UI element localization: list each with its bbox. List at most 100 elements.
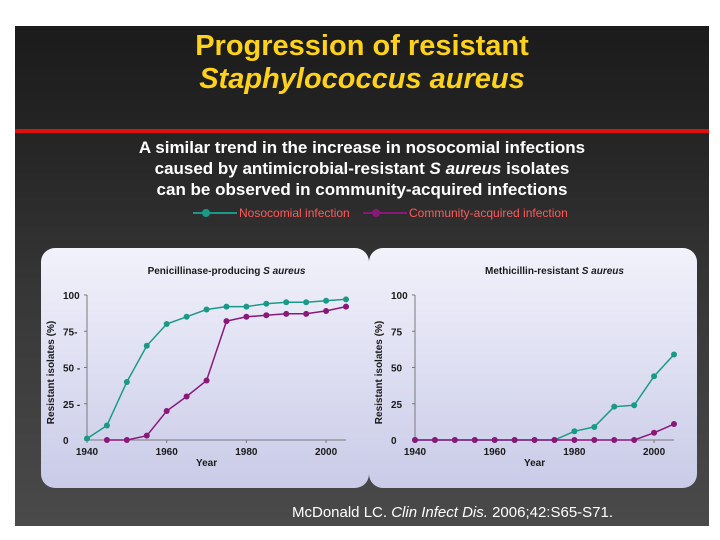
data-point-community — [323, 307, 330, 314]
data-point-community — [103, 437, 110, 443]
data-point-community — [223, 318, 230, 325]
data-point-community — [431, 437, 438, 443]
chart-panel-methicillin: Methicillin-resistant S aureus 0 25 50 75 100… — [369, 248, 697, 488]
data-point-nosocomial — [611, 403, 618, 410]
x-tick-label: 2000 — [643, 447, 666, 458]
x-tick-label: 2000 — [315, 447, 338, 458]
data-point-nosocomial — [163, 321, 170, 327]
legend-community-label: Community-acquired infection — [409, 206, 568, 220]
subtitle-line-2-species: S aureus — [429, 159, 502, 178]
data-point-community — [263, 312, 270, 319]
data-point-nosocomial — [183, 313, 190, 320]
y-tick-label: 75 — [391, 327, 403, 338]
subtitle-line-3: can be observed in community-acquired in… — [156, 180, 568, 199]
chart-title: Methicillin-resistant S aureus — [485, 266, 624, 277]
data-point-community — [203, 377, 210, 384]
legend-nosocomial-marker — [193, 209, 237, 217]
data-point-community — [343, 303, 349, 310]
data-point-community — [571, 437, 578, 443]
data-point-community — [651, 429, 658, 436]
y-tick-label: 50 — [391, 364, 403, 375]
x-axis-label: Year — [524, 458, 545, 469]
y-axis-label: Resistant isolates (%) — [46, 321, 57, 424]
data-point-community — [551, 437, 558, 443]
y-tick-label: 25 - — [63, 400, 80, 411]
data-point-nosocomial — [203, 306, 210, 313]
data-point-community — [511, 437, 518, 443]
chart-title-species: S aureus — [582, 266, 625, 277]
series-line-nosocomial — [86, 298, 347, 440]
data-point-nosocomial — [651, 373, 658, 380]
subtitle-line-2: caused by antimicrobial-resistant S aure… — [15, 158, 709, 179]
data-point-nosocomial — [323, 297, 330, 304]
data-point-community — [123, 437, 130, 443]
citation: McDonald LC. Clin Infect Dis. 2006;42:S6… — [292, 504, 613, 521]
citation-authors: McDonald LC. — [292, 504, 388, 521]
chart-title-prefix: Methicillin-resistant — [485, 266, 582, 277]
y-tick-label: 25 — [391, 400, 403, 411]
chart-title-species: S aureus — [263, 266, 306, 277]
data-point-community — [491, 437, 498, 443]
data-point-community — [243, 313, 250, 320]
x-tick-label: 1960 — [156, 447, 179, 458]
chart-title-prefix: Penicillinase-producing — [148, 266, 264, 277]
subtitle-line-2-end: isolates — [501, 159, 570, 178]
data-point-nosocomial — [243, 303, 250, 310]
y-tick-label: 50 - — [63, 364, 80, 375]
data-point-nosocomial — [84, 435, 90, 442]
title-divider — [15, 129, 709, 133]
y-tick-label: 75- — [63, 327, 77, 338]
data-point-community — [451, 437, 458, 443]
data-point-nosocomial — [591, 423, 598, 430]
legend-nosocomial-label: Nosocomial infection — [239, 206, 350, 220]
data-point-community — [471, 437, 478, 443]
title-line-2: Staphylococcus aureus — [199, 63, 525, 95]
data-point-nosocomial — [631, 402, 638, 409]
data-point-community — [631, 437, 638, 443]
x-tick-label: 1940 — [76, 447, 99, 458]
data-point-nosocomial — [123, 379, 130, 385]
x-tick-label: 1980 — [235, 447, 258, 458]
data-point-nosocomial — [143, 342, 150, 349]
data-point-nosocomial — [103, 422, 110, 429]
data-point-community — [412, 437, 418, 443]
chart-title: Penicillinase-producing S aureus — [148, 266, 306, 277]
x-tick-label: 1940 — [404, 447, 427, 458]
series-line-community — [415, 423, 675, 441]
y-tick-label: 100 — [391, 291, 408, 302]
y-tick-label: 0 — [391, 436, 397, 447]
data-point-community — [163, 408, 170, 414]
x-axis-label: Year — [196, 458, 217, 469]
y-axis-label: Resistant isolates (%) — [374, 321, 385, 424]
data-point-nosocomial — [283, 299, 290, 306]
data-point-nosocomial — [671, 351, 677, 358]
y-tick-label: 100 — [63, 291, 80, 302]
y-tick-label: 0 — [63, 436, 69, 447]
slide: Progression of resistant Staphylococcus … — [15, 26, 709, 526]
citation-details: 2006;42:S65-S71. — [487, 504, 614, 521]
data-point-nosocomial — [223, 303, 230, 310]
series-line-community — [106, 305, 347, 441]
citation-journal: Clin Infect Dis. — [391, 504, 488, 521]
series-line-nosocomial — [415, 353, 675, 441]
data-point-community — [611, 437, 618, 443]
data-point-community — [143, 432, 150, 439]
slide-subtitle: A similar trend in the increase in nosoc… — [15, 137, 709, 200]
data-point-nosocomial — [303, 299, 310, 306]
data-point-community — [531, 437, 538, 443]
subtitle-line-1: A similar trend in the increase in nosoc… — [138, 138, 586, 157]
x-tick-label: 1960 — [484, 447, 507, 458]
data-point-nosocomial — [343, 296, 349, 303]
chart-penicillinase: Penicillinase-producing S aureus 0 25 - 50 … — [46, 266, 349, 469]
data-point-nosocomial — [263, 300, 270, 307]
data-point-community — [183, 393, 190, 400]
legend-nosocomial: Nosocomial infection — [193, 206, 363, 220]
x-tick-label: 1980 — [563, 447, 586, 458]
chart-panel-penicillinase: Penicillinase-producing S aureus 0 25 - 50 … — [41, 248, 369, 488]
subtitle-line-2-start: caused by antimicrobial-resistant — [154, 159, 430, 178]
chart-methicillin: Methicillin-resistant S aureus 0 25 50 75 100… — [374, 266, 677, 469]
data-point-community — [671, 421, 677, 428]
slide-title: Progression of resistant Staphylococcus … — [15, 30, 709, 96]
data-point-community — [303, 310, 310, 317]
data-point-nosocomial — [571, 428, 578, 435]
